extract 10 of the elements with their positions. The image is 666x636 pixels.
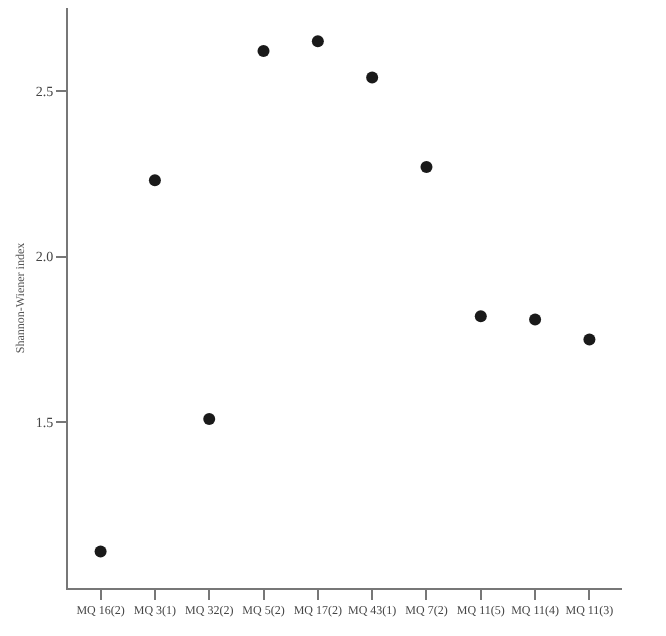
point bbox=[148, 174, 161, 187]
point bbox=[94, 545, 107, 558]
point bbox=[474, 310, 487, 323]
point bbox=[257, 45, 270, 58]
point bbox=[366, 71, 379, 84]
point bbox=[203, 412, 216, 425]
point bbox=[311, 35, 324, 48]
point bbox=[583, 333, 596, 346]
point bbox=[529, 313, 542, 326]
point bbox=[420, 161, 433, 174]
